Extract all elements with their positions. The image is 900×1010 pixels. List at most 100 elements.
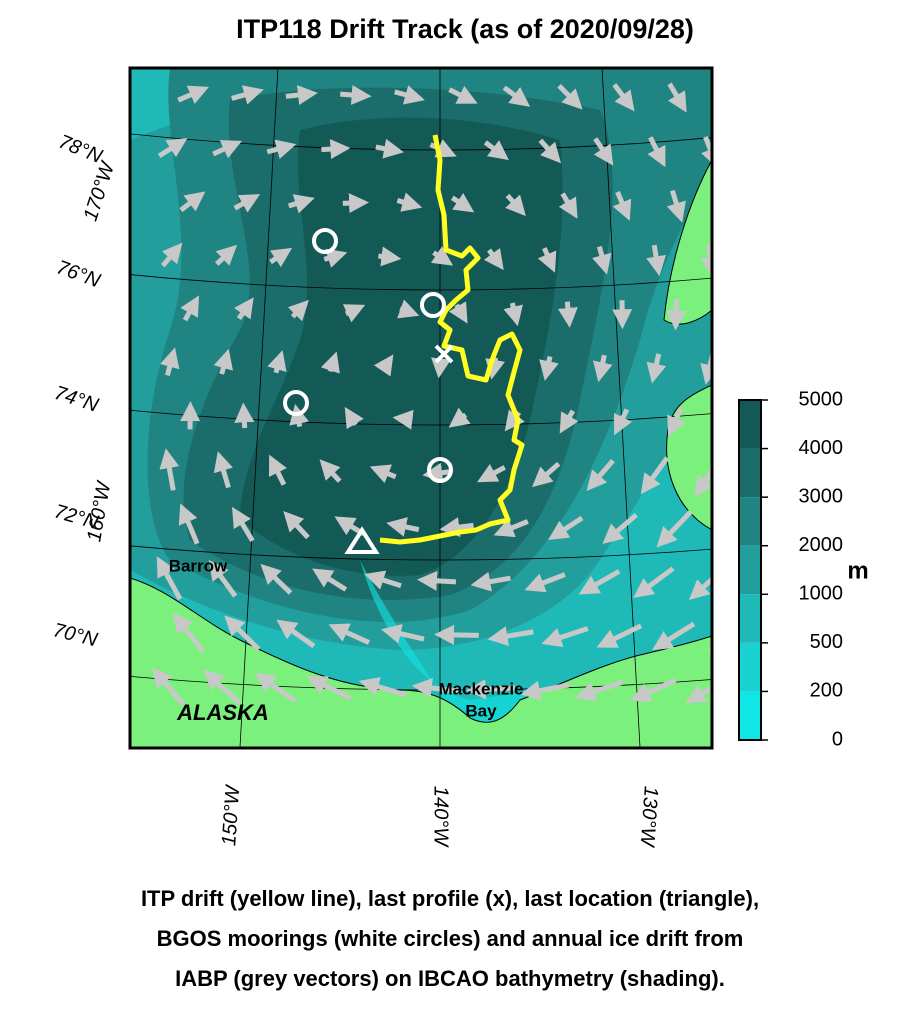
drift-vector — [306, 676, 353, 701]
drift-vector — [647, 136, 666, 168]
drift-vector — [373, 354, 394, 377]
place-label: Barrow — [169, 556, 228, 575]
drift-vector — [666, 298, 687, 331]
colorbar-tick-label: 0 — [832, 728, 843, 750]
drift-vector — [575, 680, 623, 702]
alaska-land — [130, 577, 712, 748]
drift-vector — [685, 684, 712, 704]
drift-vector — [416, 570, 457, 591]
drift-vector — [688, 576, 712, 600]
drift-vector — [630, 677, 677, 702]
drift-vector — [266, 139, 297, 159]
colorbar-tick-label: 2000 — [799, 534, 844, 556]
drift-vector — [375, 138, 404, 159]
drift-vector — [422, 462, 451, 483]
drift-vector — [470, 571, 511, 592]
drift-vector — [557, 301, 578, 328]
drift-vector — [369, 464, 397, 484]
drift-vector — [224, 615, 261, 652]
map — [130, 68, 736, 748]
drift-vector — [694, 465, 712, 498]
drift-vector — [394, 85, 425, 105]
drift-vector — [493, 518, 529, 538]
drift-vector — [364, 570, 402, 590]
drift-vector — [285, 85, 318, 105]
drift-vector — [701, 135, 712, 169]
colorbar-swatch — [739, 691, 761, 740]
colorbar: 0 200 500 1000 2000 3000 4000 5000 — [738, 388, 844, 750]
drift-vector — [233, 194, 261, 213]
drift-vector — [548, 515, 584, 541]
drift-vector — [524, 572, 566, 593]
drift-vector — [319, 459, 342, 483]
drift-vector — [212, 140, 242, 159]
drift-vector — [652, 621, 696, 651]
place-label: Bay — [465, 701, 497, 720]
drift-vector — [397, 299, 420, 319]
drift-vector — [592, 245, 612, 275]
drift-vector — [558, 192, 578, 219]
drift-vector — [430, 246, 454, 266]
colorbar-swatch — [739, 545, 761, 595]
drift-vector — [340, 84, 372, 105]
drift-vector — [439, 517, 474, 538]
drift-vector — [539, 355, 559, 381]
longitude-label: 170°W — [80, 158, 120, 224]
drift-vector — [234, 297, 254, 320]
drift-vector — [178, 503, 200, 545]
colorbar-tick-label: 200 — [810, 680, 843, 702]
drift-vector — [283, 511, 310, 540]
drift-vector — [208, 559, 238, 598]
longitude-label: 140°W — [430, 786, 452, 848]
colorbar-swatch — [739, 448, 761, 498]
colorbar-tick-label: 4000 — [799, 437, 844, 459]
drift-vector — [656, 510, 693, 548]
drift-vector — [557, 83, 583, 110]
last-location — [344, 526, 380, 554]
drift-vector — [612, 191, 632, 221]
latitude-label: 76°N — [53, 256, 103, 292]
drift-vector — [203, 669, 242, 706]
drift-vector — [725, 83, 736, 106]
drift-vector — [434, 624, 479, 645]
drift-vector — [612, 83, 635, 112]
caption: IABP (grey vectors) on IBCAO bathymetry … — [175, 966, 725, 991]
drift-vector — [666, 189, 686, 223]
drift-vector — [531, 461, 561, 488]
longitude-label: 130°W — [635, 785, 661, 849]
longitude-label: 160°W — [83, 478, 115, 543]
drift-vector — [596, 623, 643, 648]
drift-vector — [602, 512, 638, 545]
drift-vector — [614, 408, 632, 436]
drift-vector — [160, 242, 183, 268]
mooring — [420, 292, 446, 318]
drift-vector — [320, 351, 340, 374]
drift-vector — [640, 456, 670, 495]
drift-vector — [431, 357, 451, 379]
drift-vector — [342, 304, 366, 323]
drift-vector — [358, 677, 407, 698]
colorbar-swatch — [739, 400, 761, 449]
drift-vector — [505, 193, 526, 217]
drift-vector — [729, 298, 731, 324]
drift-vector — [260, 563, 293, 595]
drift-vector — [276, 619, 316, 649]
drift-vector — [342, 193, 370, 214]
caption: ITP drift (yellow line), last profile (x… — [141, 886, 759, 911]
drift-vector — [267, 350, 287, 374]
drift-vector — [254, 672, 297, 704]
last-profile — [434, 344, 454, 364]
northern-land — [663, 159, 712, 325]
colorbar-tick-label: 5000 — [799, 388, 844, 410]
drift-vector — [381, 623, 425, 644]
drift-vector — [700, 352, 712, 385]
drift-vector — [448, 407, 471, 428]
drift-vector — [538, 138, 562, 164]
title: ITP118 Drift Track (as of 2020/09/28) — [236, 14, 694, 44]
drift-vector — [160, 347, 180, 377]
drift-vector — [328, 623, 371, 645]
drift-vector — [231, 506, 255, 543]
drift-vector — [213, 451, 234, 489]
colorbar-tick-label: 500 — [810, 631, 843, 653]
